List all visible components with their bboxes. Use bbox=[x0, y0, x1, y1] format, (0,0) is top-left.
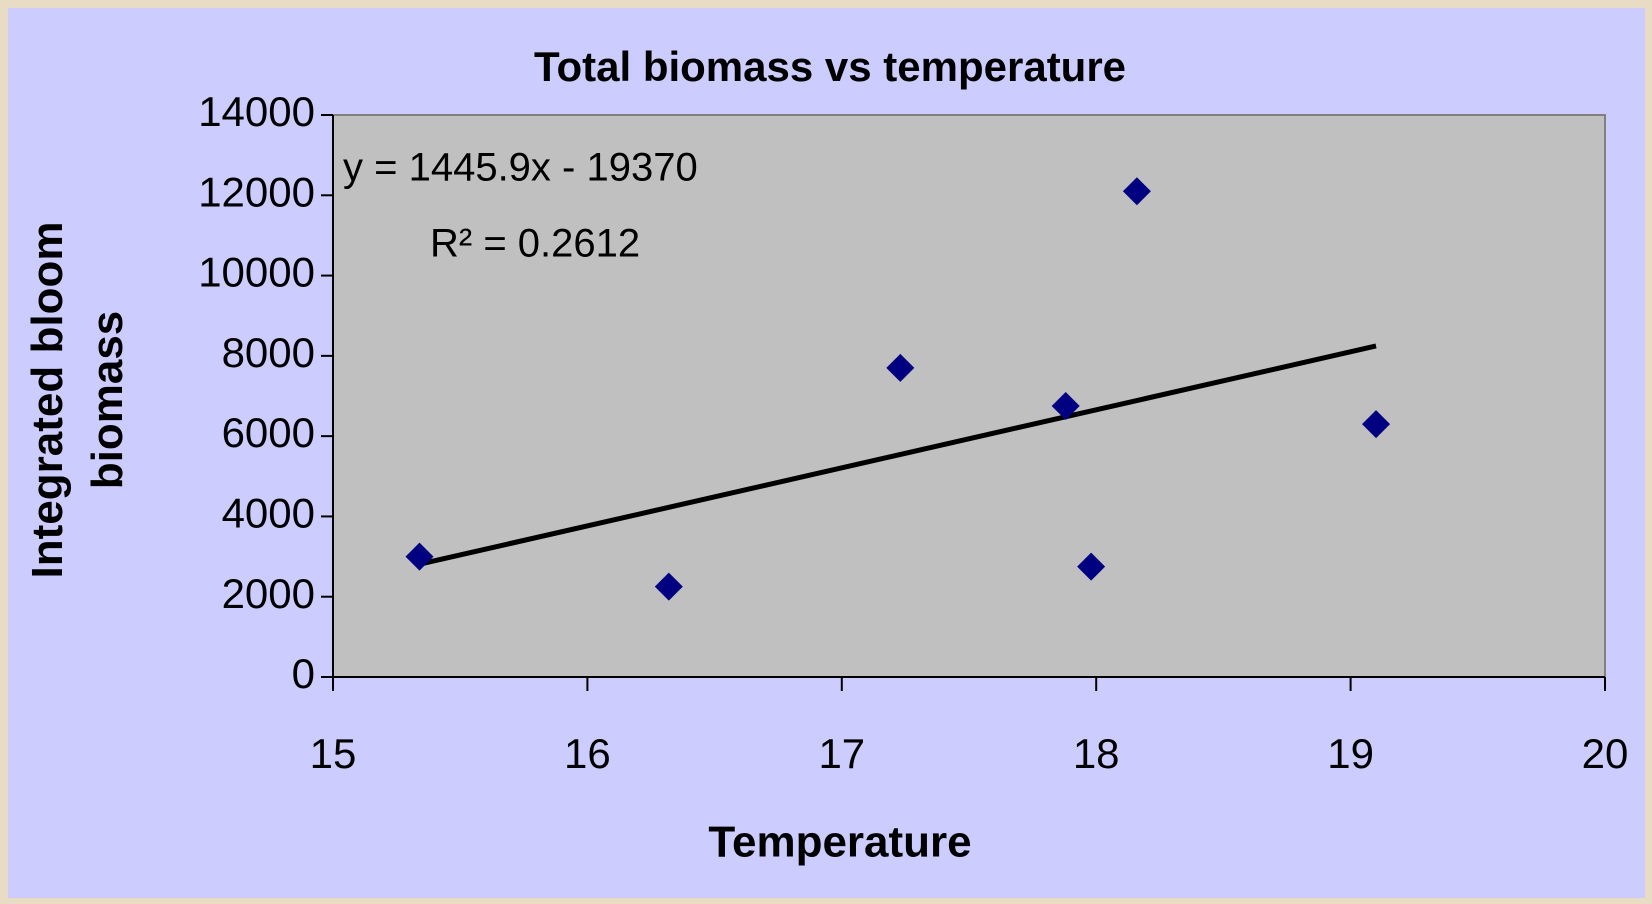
x-tick-label: 16 bbox=[564, 730, 611, 777]
x-tick-label: 19 bbox=[1327, 730, 1374, 777]
x-tick-label: 18 bbox=[1073, 730, 1120, 777]
data-point bbox=[886, 353, 915, 382]
y-axis-title: Integrated bloom biomass bbox=[23, 222, 132, 579]
trendline-equation: y = 1445.9x - 19370 bbox=[343, 146, 698, 190]
data-point bbox=[1122, 177, 1151, 206]
data-point bbox=[654, 572, 683, 601]
y-tick-label: 4000 bbox=[222, 490, 315, 537]
y-tick-label: 14000 bbox=[198, 88, 315, 135]
data-point bbox=[1051, 392, 1080, 421]
r-squared: R² = 0.2612 bbox=[430, 222, 640, 266]
y-tick-label: 6000 bbox=[222, 409, 315, 456]
data-point bbox=[1077, 552, 1106, 581]
trendline bbox=[418, 343, 1377, 567]
data-point bbox=[405, 542, 434, 571]
chart-title: Total biomass vs temperature bbox=[534, 43, 1126, 90]
x-axis-title: Temperature bbox=[708, 818, 971, 867]
y-tick-label: 2000 bbox=[222, 570, 315, 617]
x-tick-label: 15 bbox=[310, 730, 357, 777]
y-tick-label: 12000 bbox=[198, 168, 315, 215]
plot-area bbox=[332, 114, 1606, 678]
y-tick-label: 0 bbox=[292, 650, 315, 697]
x-tick-label: 20 bbox=[1582, 730, 1629, 777]
x-tick-label: 17 bbox=[818, 730, 865, 777]
y-tick-label: 8000 bbox=[222, 329, 315, 376]
y-tick-label: 10000 bbox=[198, 249, 315, 296]
data-point bbox=[1362, 410, 1391, 439]
